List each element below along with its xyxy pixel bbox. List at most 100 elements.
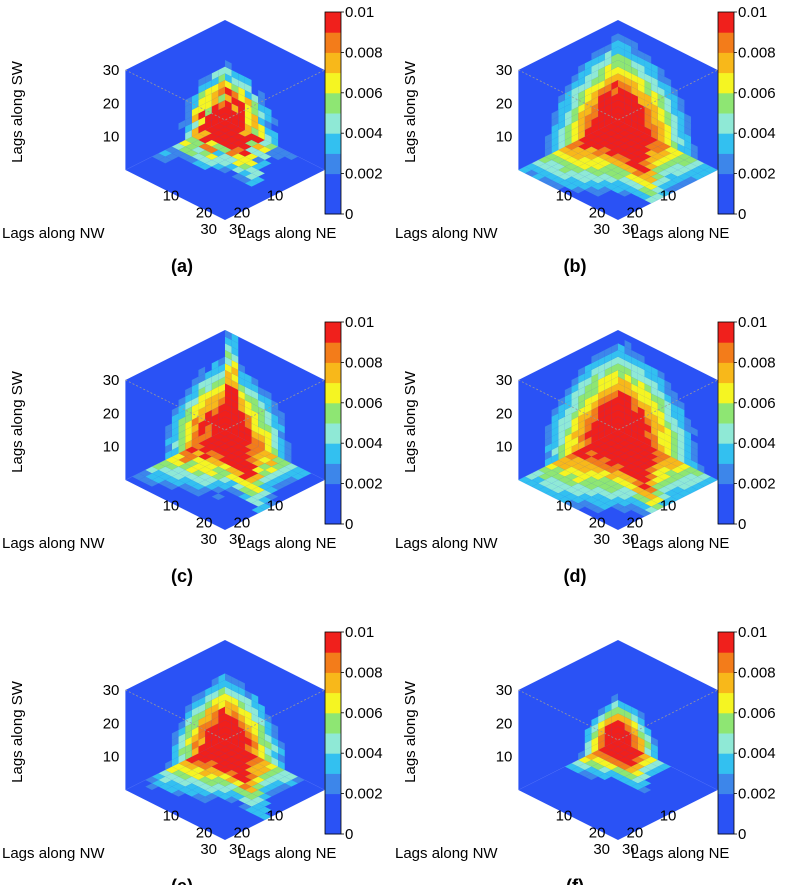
heat-cell	[684, 450, 692, 460]
heat-cell	[238, 136, 252, 144]
heat-cell	[677, 173, 692, 180]
heat-cell	[578, 413, 585, 424]
heat-cell	[238, 403, 245, 414]
heat-cell	[644, 126, 652, 137]
heat-cell	[231, 683, 239, 694]
heat-cell	[584, 106, 592, 117]
heat-cell	[165, 773, 179, 780]
heat-cell	[644, 106, 652, 117]
heat-cell	[631, 86, 638, 97]
heat-cell	[584, 80, 592, 90]
colorbar-tick-label: 0.004	[345, 125, 383, 142]
heat-cell	[231, 110, 239, 120]
heat-cell	[258, 413, 265, 424]
heat-cell	[271, 766, 285, 774]
heat-cell	[604, 136, 618, 144]
heat-cell	[211, 736, 219, 747]
heat-cell	[178, 396, 186, 407]
heat-cell	[244, 690, 252, 700]
heat-cell	[258, 496, 272, 504]
heat-cell	[664, 90, 672, 100]
heat-cell	[165, 443, 172, 454]
heat-cell	[664, 103, 672, 114]
heat-cell	[664, 186, 678, 194]
heat-cell	[578, 156, 592, 164]
heat-cell	[598, 733, 605, 744]
heat-cell	[205, 713, 212, 724]
heat-cell	[225, 390, 232, 400]
heat-cell	[178, 463, 192, 470]
heat-cell	[231, 483, 245, 490]
tick-nw-30: 30	[593, 841, 610, 858]
heat-cell	[624, 766, 638, 774]
heat-cell	[598, 403, 605, 414]
heat-cell	[544, 166, 559, 174]
heat-cell	[171, 143, 186, 150]
heat-cell	[584, 483, 599, 490]
heat-cell	[671, 106, 678, 117]
heat-cell	[218, 416, 225, 427]
heat-cell	[251, 93, 259, 104]
heat-cell	[251, 120, 259, 130]
heat-cell	[657, 493, 672, 500]
panel-caption: (e)	[171, 876, 193, 885]
heat-cell	[244, 703, 252, 714]
heat-cell	[171, 730, 179, 740]
heat-cell	[258, 153, 272, 160]
heat-cell	[604, 473, 618, 480]
heat-cell	[657, 73, 665, 84]
heat-cell	[664, 96, 672, 107]
heat-cell	[231, 70, 239, 80]
heat-cell	[191, 396, 199, 407]
heat-cell	[618, 176, 632, 184]
heat-cell	[185, 790, 199, 797]
heat-cell	[671, 120, 678, 130]
heat-cell	[571, 496, 585, 504]
heat-cell	[591, 76, 599, 87]
heat-cell	[618, 720, 625, 730]
heat-cell	[551, 130, 559, 140]
heat-cell	[231, 420, 239, 430]
heat-cell	[611, 100, 618, 110]
heat-cell	[238, 86, 245, 97]
heat-cell	[684, 146, 692, 157]
colorbar-tick-label: 0.002	[738, 166, 776, 183]
heat-cell	[584, 430, 592, 440]
heat-cell	[264, 720, 272, 730]
heat-cell	[637, 96, 645, 107]
heat-cell	[657, 120, 665, 130]
heat-cell	[657, 403, 665, 414]
heat-cell	[225, 783, 239, 790]
tick-nw-10: 10	[267, 808, 284, 825]
heat-cell	[651, 90, 658, 100]
heat-cell	[264, 390, 272, 400]
heat-cell	[258, 730, 265, 740]
heat-cell	[258, 123, 265, 134]
heat-cell	[178, 146, 192, 154]
heat-cell	[244, 153, 259, 160]
heat-cell	[564, 156, 579, 164]
heat-cell	[664, 483, 678, 490]
heat-cell	[657, 93, 665, 104]
heat-cell	[637, 716, 645, 727]
axis-label-sw: Lags along SW	[402, 370, 419, 473]
heat-cell	[618, 40, 625, 50]
colorbar-bin	[325, 402, 341, 424]
heat-cell	[278, 473, 292, 480]
heat-cell	[238, 740, 245, 750]
heat-cell	[191, 423, 199, 434]
heat-cell	[218, 766, 232, 774]
heat-cell	[205, 410, 212, 420]
heat-cell	[225, 700, 232, 710]
heat-cell	[564, 763, 579, 770]
heat-cell	[225, 156, 239, 164]
heat-cell	[225, 136, 239, 144]
heat-cell	[178, 456, 192, 464]
heat-cell	[691, 426, 698, 437]
heat-cell	[598, 60, 605, 70]
heat-cell	[538, 466, 552, 474]
heat-cell	[624, 400, 632, 410]
heat-cell	[264, 783, 279, 790]
